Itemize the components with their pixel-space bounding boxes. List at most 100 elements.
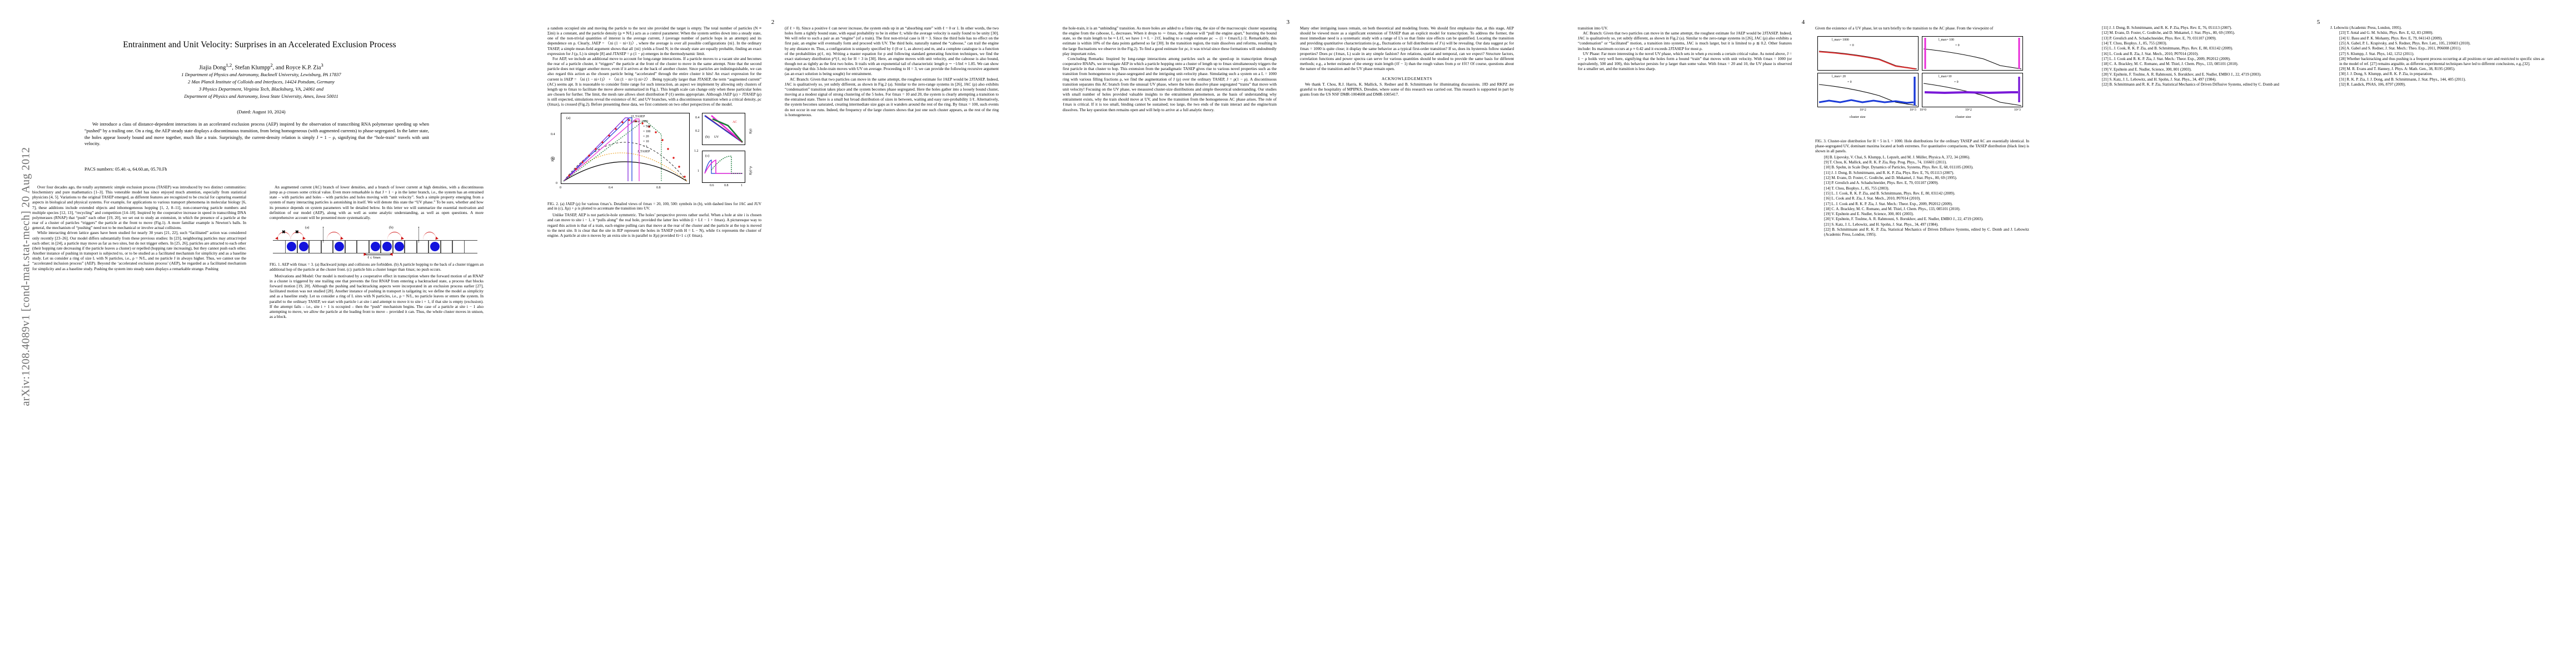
fig3-panel1-legend: l_max= 1000 bbox=[1832, 38, 1849, 42]
fig2c-xtick: 0.8 bbox=[724, 183, 729, 187]
legend-entry: = 10 bbox=[643, 140, 649, 143]
legend-entry: = 1 bbox=[643, 145, 647, 148]
fig1-hop-arrow-blocked bbox=[291, 232, 304, 240]
lattice-cell bbox=[321, 241, 333, 253]
particle bbox=[394, 242, 404, 252]
affiliation-4: Department of Physics and Astronomy, Iow… bbox=[184, 93, 338, 99]
reference-item: [12] M. Evans, D. Foster, C. Godèche, an… bbox=[2102, 31, 2235, 36]
reference-item: [28] Whether backtracking and thus pushi… bbox=[2339, 56, 2544, 66]
fig2a-ytick: 0.2 bbox=[551, 157, 555, 161]
particle bbox=[298, 242, 308, 252]
fig2a-ylabel: J(ρ) bbox=[551, 156, 555, 162]
affiliation-block: 1 Department of Physics and Astronomy, B… bbox=[50, 71, 472, 100]
fig2c-ytick: 1.2 bbox=[694, 149, 699, 153]
reference-item: [17] L. J. Cook and R. K. P. Zia, J. Sta… bbox=[1824, 201, 1953, 206]
fig1-hop-arrow-c bbox=[423, 232, 436, 240]
particle bbox=[287, 242, 297, 252]
fig2b-ylabel: J(ρ) bbox=[749, 128, 753, 134]
reference-item: [27] S. Klumpp, J. Stat. Phys, 142, 1252… bbox=[2339, 51, 2414, 56]
lattice-cell bbox=[405, 241, 417, 253]
fig2b-annotation-uv: UV bbox=[714, 135, 719, 139]
fig1-lattice-track bbox=[273, 240, 477, 254]
fig3-subpanel-2-data bbox=[1923, 38, 2022, 69]
fig3-xlabel: cluster size bbox=[1955, 115, 1971, 120]
fig2a-xtick: 0.8 bbox=[656, 186, 661, 190]
fig3-panel1-legend-ref: = 0 bbox=[1850, 44, 1854, 48]
fig2a-xtick: 0 bbox=[560, 186, 561, 190]
reference-item: [9] T. Chou, K. Mallick, and R. K. P. Zi… bbox=[1824, 160, 1947, 165]
fig2-panel-c-label: (c) bbox=[705, 153, 710, 158]
fig2c-xtick: 0.6 bbox=[710, 183, 714, 187]
forbidden-x-icon: ✖ bbox=[295, 230, 299, 235]
reference-item: [29] M. R. Evans and T. Hanney, J. Phys.… bbox=[2339, 67, 2455, 71]
fig2-panel-c-curves bbox=[704, 155, 743, 174]
fig3-xtick: 10^3 bbox=[1910, 108, 1916, 112]
acknowledgements-body: We thank T. Chou, R.J. Harris, K. Mallic… bbox=[1300, 81, 1514, 97]
page-4-columns: transition into UV. AC Branch: Given tha… bbox=[1578, 26, 2029, 651]
fig3-cluster-size-panels: l_max= 1000 = 0 l_max= 100 = 0 bbox=[1815, 34, 2026, 137]
paragraph: While interacting driven lattice gases h… bbox=[32, 230, 246, 271]
reference-item: [14] T. Chou, Biophys. J., 85, 755 (2003… bbox=[1824, 186, 1890, 191]
figure-1: (a) (b) bbox=[270, 223, 484, 272]
fig2-panel-a-curves bbox=[563, 117, 687, 182]
reference-item: [32] R. Landick, PNAS, 106, 8797 (2009). bbox=[2339, 82, 2406, 87]
fig3-panel4-legend: l_max=10 bbox=[1939, 75, 1952, 79]
reference-item: [19] V. Epshtein and E. Nudler, Science,… bbox=[2102, 67, 2192, 72]
reference-item: [12] M. Evans, D. Foster, C. Godèche, an… bbox=[1824, 175, 1957, 180]
reference-item: [15] L. J. Cook, R. K. P. Zia, and B. Sc… bbox=[1824, 191, 1955, 196]
fig3-xtick: 10^0 bbox=[1920, 108, 1926, 112]
paragraph: Concluding Remarks: Inspired by long-ran… bbox=[1063, 56, 1277, 112]
fig2-panel-a-label: (a) bbox=[566, 116, 571, 120]
fig3-panel3-legend: l_max= 20 bbox=[1832, 75, 1846, 79]
reference-item: [22] B. Schmittmann and R. K. P. Zia, St… bbox=[1824, 227, 2029, 237]
fig1-lmax-label: ℓ ≤ ℓmax bbox=[367, 256, 381, 260]
author-list: Jiajia Dong1,2, Stefan Klumpp2, and Royc… bbox=[199, 62, 323, 71]
reference-item: [11] J. J. Dong, B. Schmittmann, and R. … bbox=[1824, 170, 1955, 175]
reference-item: [20] V. Epshtein, F. Toulme, A. R. Rahmo… bbox=[2102, 72, 2261, 77]
page-3-column-right: Many other intriguing issues remain, on … bbox=[1300, 26, 1514, 97]
arrow-head-icon bbox=[363, 252, 367, 256]
fig1-lattice-diagram: (a) (b) bbox=[270, 223, 481, 260]
acknowledgements-heading: ACKNOWLEDGEMENTS bbox=[1381, 76, 1433, 82]
page-1-column-right: An augmented current (AC) branch of lowe… bbox=[270, 185, 484, 319]
reference-item: [14] T. Chou, Biophys. J., 85, 755 (2003… bbox=[2102, 41, 2168, 46]
paragraph: UV Phase: Far more interesting is the no… bbox=[1578, 51, 1792, 72]
page-2-column-left: a random occupied site and moving the pa… bbox=[547, 26, 761, 238]
paragraph: Many other intriguing issues remain, on … bbox=[1300, 26, 1514, 72]
paragraph: Over four decades ago, the totally asymm… bbox=[32, 185, 246, 231]
fig2b-ytick: 0.4 bbox=[695, 116, 700, 120]
fig3-xtick: 10^2 bbox=[1965, 108, 1972, 112]
page-1-columns: Over four decades ago, the totally asymm… bbox=[32, 185, 484, 651]
lattice-cell bbox=[309, 241, 321, 253]
forbidden-x-icon: ✖ bbox=[282, 230, 286, 235]
reference-item: [11] J. J. Dong, B. Schmittmann, and R. … bbox=[2102, 26, 2233, 30]
abstract: We introduce a class of distance-depende… bbox=[84, 122, 429, 147]
affiliation-3: 3 Physics Department, Virginia Tech, Bla… bbox=[198, 86, 324, 92]
fig2-panel-b-axes bbox=[702, 112, 745, 145]
legend-entry: 2J_TASEP bbox=[631, 115, 645, 118]
reference-item: [20] V. Epshtein, F. Toulme, A. R. Rahmo… bbox=[1824, 217, 1984, 222]
page-3: 3 the hole-train, it is an “unbinding” t… bbox=[1030, 0, 1546, 667]
page-2-column-right: (if ℓ > 0). Since a positive ℓ can never… bbox=[785, 26, 999, 117]
figure-2: 0 0.4 0.8 0 0.2 0.4 J(ρ) (a) 2J_TASEP l_… bbox=[547, 111, 761, 212]
fig2-panel-b-points bbox=[704, 115, 743, 143]
fig3-subpanel-1 bbox=[1817, 36, 1919, 71]
fig1-hop-arrow bbox=[327, 232, 341, 240]
page-3-columns: the hole-train, it is an “unbinding” tra… bbox=[1063, 26, 1514, 651]
particle bbox=[335, 242, 345, 252]
page-4-reference-list: [8] B. Lipovsky, V. Chai, S. Klumpp, L. … bbox=[1815, 155, 2029, 237]
fig2-plots: 0 0.4 0.8 0 0.2 0.4 J(ρ) (a) 2J_TASEP l_… bbox=[547, 111, 759, 200]
page-2-columns: a random occupied site and moving the pa… bbox=[547, 26, 999, 651]
paragraph: AC Branch: Given that two particles can … bbox=[785, 76, 999, 117]
fig2b-ytick: 0.2 bbox=[695, 129, 700, 133]
fig2a-xtick: 0.4 bbox=[609, 186, 613, 190]
lattice-cell bbox=[368, 241, 381, 253]
page-number: 2 bbox=[771, 19, 775, 26]
fig1-push-arrow bbox=[387, 232, 402, 240]
figure-3-caption: FIG. 3. Cluster-size distribution for H … bbox=[1815, 139, 2029, 153]
fig3-xtick: 10^2 bbox=[1860, 108, 1866, 112]
reference-item: [15] L. J. Cook, R. K. P. Zia, and B. Sc… bbox=[2102, 46, 2233, 51]
page-2: 2 a random occupied site and moving the … bbox=[515, 0, 1030, 667]
page-4-column-left: transition into UV. AC Branch: Given tha… bbox=[1578, 26, 1792, 71]
fig2-panel-b-label: (b) bbox=[705, 135, 710, 139]
